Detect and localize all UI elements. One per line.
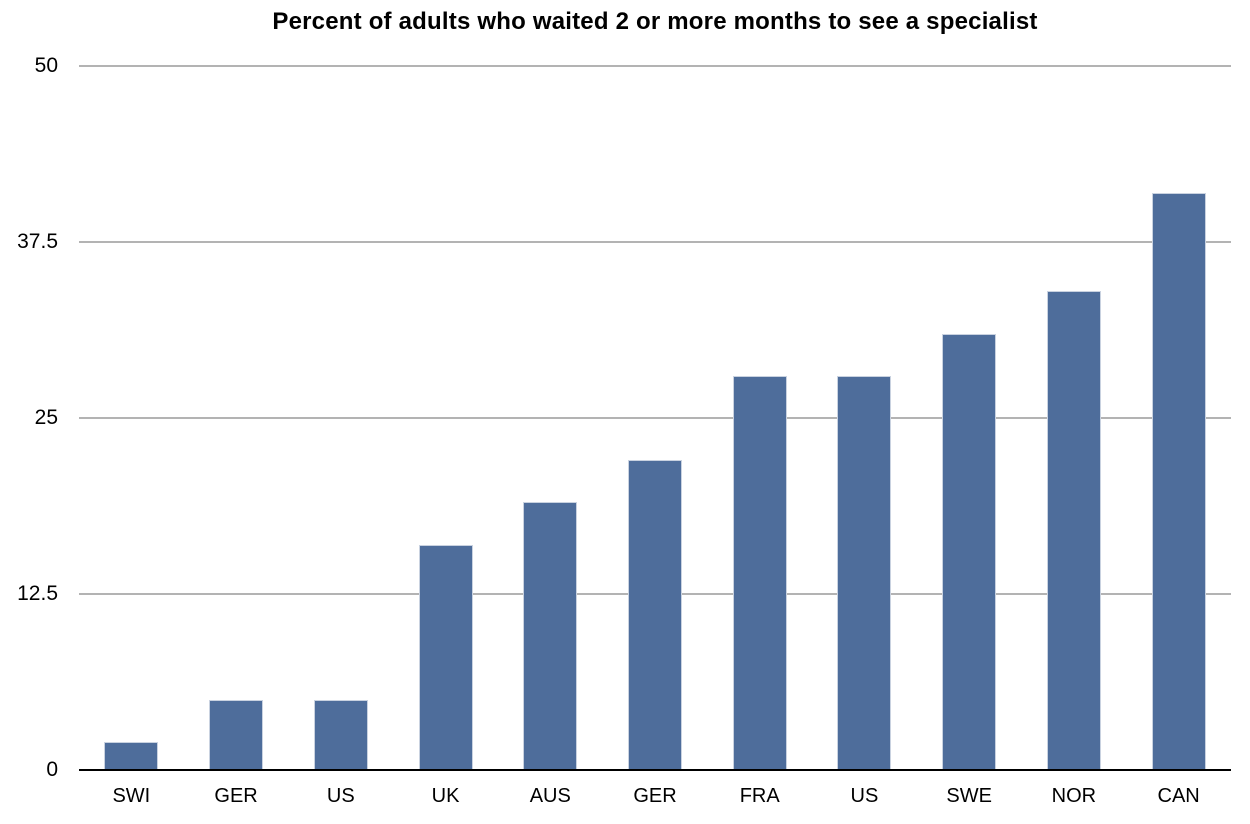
y-tick-label-12.5: 12.5 [17, 582, 58, 605]
y-tick-label-0: 0 [46, 758, 58, 781]
x-axis-line [79, 769, 1231, 771]
bar-aus-4 [523, 502, 578, 770]
x-tick-label-us-7: US [850, 785, 879, 807]
x-tick-label-uk-3: UK [431, 785, 460, 807]
x-tick-label-us-2: US [326, 785, 355, 807]
gridline-37.5 [79, 241, 1231, 243]
bar-us-2 [313, 699, 368, 770]
bar-ger-1 [209, 699, 264, 770]
bar-uk-3 [418, 544, 473, 770]
bar-ger-5 [628, 460, 682, 770]
gridline-50 [79, 65, 1231, 67]
bar-us-7 [837, 375, 892, 770]
x-tick-label-fra-6: FRA [739, 785, 780, 807]
y-tick-label-50: 50 [34, 54, 58, 77]
chart-title: Percent of adults who waited 2 or more m… [272, 8, 1038, 35]
x-tick-label-ger-5: GER [633, 785, 677, 807]
x-tick-label-nor-9: NOR [1051, 785, 1097, 807]
x-tick-label-swi-0: SWI [112, 785, 151, 807]
bar-swe-8 [942, 333, 997, 770]
bar-can-10 [1151, 192, 1206, 770]
x-tick-label-swe-8: SWE [946, 785, 992, 807]
x-tick-label-ger-1: GER [214, 785, 258, 807]
x-tick-label-aus-4: AUS [529, 785, 571, 807]
y-tick-label-25: 25 [34, 406, 58, 429]
x-tick-label-can-10: CAN [1157, 785, 1200, 807]
bar-fra-6 [732, 375, 787, 770]
gridline-25 [79, 417, 1231, 419]
y-tick-label-37.5: 37.5 [17, 230, 58, 253]
bar-swi-0 [104, 741, 159, 770]
bar-nor-9 [1046, 291, 1101, 770]
